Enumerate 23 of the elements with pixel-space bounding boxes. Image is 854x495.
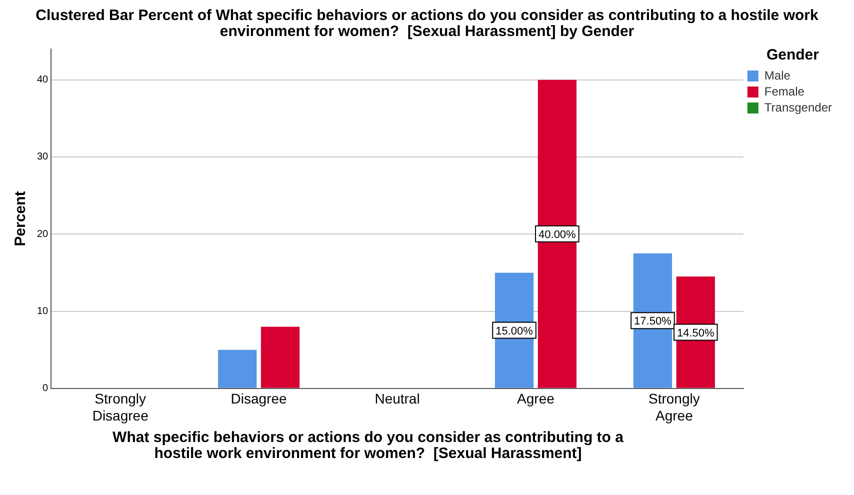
y-tick-label: 40 [37,74,49,86]
legend-label: Female [764,84,805,98]
legend-title: Gender [766,46,820,64]
x-tick-label: Strongly Agree [648,390,700,424]
data-label: 40.00% [538,228,576,241]
x-tick-label: Disagree [230,390,288,407]
legend-label: Transgender [764,100,832,114]
bar [260,326,300,388]
y-axis-title: Percent [12,191,30,246]
y-tick-label: 20 [37,228,49,240]
x-axis-title: What specific behaviors or actions do you consider as contributing to a hostile work environment for women? [Sexual Harassment] [112,429,624,462]
x-tick-label: Agree [517,390,555,407]
bar [218,350,257,388]
data-label: 14.50% [676,327,715,340]
data-label: 17.50% [634,316,672,328]
x-tick-label: Strongly Disagree [92,390,149,424]
y-tick-label: 30 [37,152,49,163]
y-tick-label: 10 [37,306,49,318]
data-label: 15.00% [496,325,534,338]
legend-label: Male [764,68,791,82]
chart-title: Clustered Bar Percent of What specific behaviors or actions do you consider as contributing to a hostile work environment for women? [Sexual Harassment] by Gender [34,7,820,40]
y-tick-label: 0 [42,383,49,394]
x-tick-label: Neutral [374,390,420,407]
